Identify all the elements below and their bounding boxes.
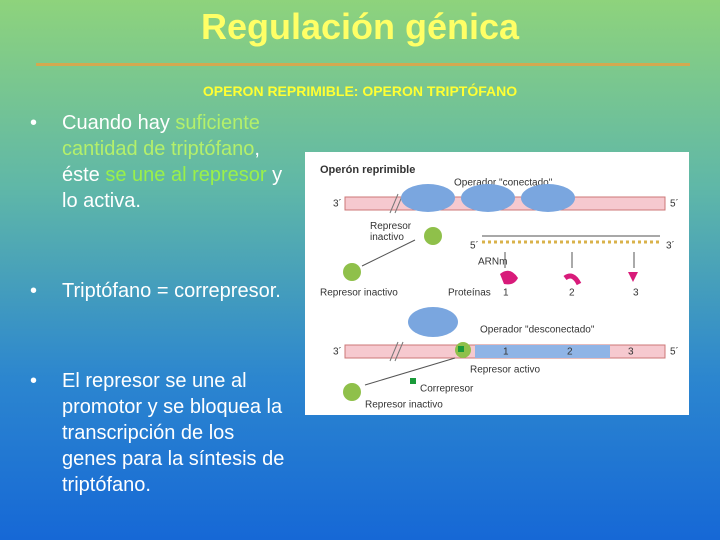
label: Operón reprimible (320, 164, 415, 176)
label: 1 (503, 288, 509, 299)
text: Triptófano = correpresor. (62, 280, 281, 302)
text: y lo activa. (62, 164, 283, 212)
text: Cuando hay (62, 112, 176, 134)
text: , éste (62, 138, 260, 186)
corepressor (458, 346, 464, 352)
genes (475, 345, 610, 358)
repressor (424, 227, 442, 245)
text: El represor se une al promotor y se bloq… (62, 370, 285, 496)
label: ARNm (478, 257, 507, 268)
polymerase (521, 184, 575, 212)
arrow (364, 357, 456, 386)
protein (563, 273, 582, 286)
bullet: • Triptófano = correpresor. (30, 278, 294, 304)
bullet: • Cuando hay suficiente cantidad de trip… (30, 112, 283, 212)
label: 5´ (670, 346, 679, 358)
label: Represor inactivo (320, 288, 398, 299)
label: 5´ (670, 198, 679, 210)
label: Represor activo (470, 365, 540, 376)
label: 5´ (470, 240, 479, 252)
label: 1 (503, 347, 509, 358)
highlight: se une al represor (105, 164, 267, 186)
protein (628, 272, 638, 282)
label: 3´ (666, 240, 675, 252)
arrow (361, 239, 416, 267)
highlight: suficiente cantidad de triptófano (62, 112, 260, 160)
label: Represor inactivo (365, 400, 443, 411)
break (389, 193, 399, 214)
protein (500, 270, 518, 285)
label: 2 (569, 288, 575, 299)
figure: Operón reprimible Operador "conectado" 3… (305, 152, 689, 415)
label: 3´ (333, 198, 342, 210)
divider (36, 63, 690, 66)
label-part: Represor (370, 221, 412, 232)
subtitle: OPERON REPRIMIBLE: OPERON TRIPTÓFANO (202, 83, 518, 99)
bullet: • El represor se une al promotor y se bl… (30, 368, 294, 498)
repressor (343, 383, 361, 401)
label: Operador "desconectado" (480, 325, 595, 336)
polymerase (401, 184, 455, 212)
label: 3 (628, 347, 634, 358)
label: Correpresor (420, 384, 474, 395)
label: Operador "conectado" (454, 178, 553, 189)
repressor (343, 263, 361, 281)
label: Proteínas (448, 288, 491, 299)
break (389, 341, 399, 362)
title: Regulación génica (200, 6, 520, 47)
label: 3´ (333, 346, 342, 358)
label: Represor inactivo (370, 221, 412, 243)
polymerase (461, 184, 515, 212)
break (394, 341, 404, 362)
label: 2 (567, 347, 573, 358)
label: 3 (633, 288, 639, 299)
corepressor (410, 378, 416, 384)
label-part: inactivo (370, 232, 404, 243)
polymerase (408, 307, 458, 337)
